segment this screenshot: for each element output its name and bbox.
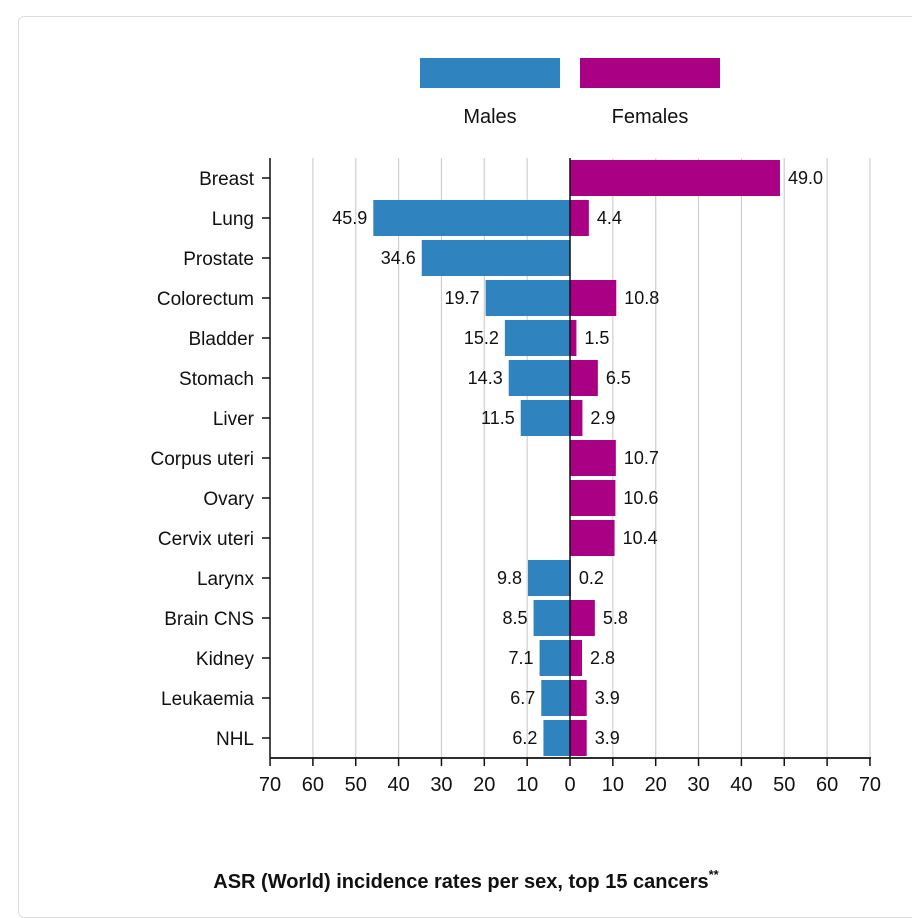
x-tick-label: 60 — [302, 774, 324, 796]
legend-label-females: Females — [612, 106, 689, 128]
category-label-breast: Breast — [199, 169, 255, 190]
bar-males-larynx — [528, 560, 570, 596]
value-label-females-ovary: 10.6 — [623, 488, 658, 508]
value-label-females-larynx: 0.2 — [579, 568, 604, 588]
value-label-males-stomach: 14.3 — [468, 368, 503, 388]
category-label-nhl: NHL — [216, 729, 254, 750]
bar-males-nhl — [543, 720, 570, 756]
value-label-females-colorectum: 10.8 — [624, 288, 659, 308]
value-label-females-breast: 49.0 — [788, 168, 823, 188]
x-tick-label: 30 — [687, 774, 709, 796]
category-label-colorectum: Colorectum — [157, 289, 254, 310]
value-label-females-nhl: 3.9 — [595, 728, 620, 748]
value-label-males-kidney: 7.1 — [509, 648, 534, 668]
bars — [373, 160, 780, 756]
category-label-stomach: Stomach — [179, 369, 254, 390]
x-tick-label: 40 — [387, 774, 409, 796]
category-label-leukaemia: Leukaemia — [161, 689, 254, 710]
category-label-kidney: Kidney — [196, 649, 255, 670]
value-label-females-bladder: 1.5 — [584, 328, 609, 348]
value-label-females-lung: 4.4 — [597, 208, 622, 228]
x-tick-label: 10 — [516, 774, 538, 796]
value-label-females-kidney: 2.8 — [590, 648, 615, 668]
bar-females-brain-cns — [570, 600, 595, 636]
value-label-males-colorectum: 19.7 — [445, 288, 480, 308]
bar-females-ovary — [570, 480, 616, 516]
bar-females-cervix-uteri — [570, 520, 615, 556]
labels: 49.0 Breast 45.9 4.4 Lung 34.6 Prostate 19.7 10.… — [151, 168, 882, 796]
x-tick-label: 10 — [602, 774, 624, 796]
bar-females-colorectum — [570, 280, 617, 316]
bar-females-corpus-uteri — [570, 440, 616, 476]
legend-swatch-males — [420, 58, 560, 88]
category-label-prostate: Prostate — [183, 249, 254, 270]
bar-males-liver — [520, 400, 570, 436]
chart-title: ASR (World) incidence rates per sex, top… — [213, 867, 719, 893]
bar-females-bladder — [570, 320, 577, 356]
bar-males-leukaemia — [541, 680, 570, 716]
x-tick-label: 0 — [564, 774, 575, 796]
bar-males-stomach — [508, 360, 570, 396]
x-tick-label: 40 — [730, 774, 752, 796]
x-tick-label: 50 — [773, 774, 795, 796]
value-label-females-brain-cns: 5.8 — [603, 608, 628, 628]
x-tick-label: 20 — [645, 774, 667, 796]
x-tick-label: 70 — [259, 774, 281, 796]
category-label-liver: Liver — [213, 409, 255, 430]
x-tick-label: 50 — [345, 774, 367, 796]
x-tick-label: 70 — [859, 774, 881, 796]
category-label-lung: Lung — [212, 209, 254, 230]
value-label-males-nhl: 6.2 — [512, 728, 537, 748]
bar-females-lung — [570, 200, 589, 236]
category-label-larynx: Larynx — [197, 569, 255, 590]
value-label-males-lung: 45.9 — [332, 208, 367, 228]
legend-swatch-females — [580, 58, 720, 88]
value-label-females-corpus-uteri: 10.7 — [624, 448, 659, 468]
bar-females-kidney — [570, 640, 582, 676]
value-label-females-liver: 2.9 — [590, 408, 615, 428]
value-label-males-prostate: 34.6 — [381, 248, 416, 268]
category-label-ovary: Ovary — [203, 489, 254, 510]
x-tick-label: 60 — [816, 774, 838, 796]
category-label-bladder: Bladder — [189, 329, 255, 350]
value-label-males-liver: 11.5 — [481, 408, 515, 428]
bar-males-lung — [373, 200, 570, 236]
bar-females-leukaemia — [570, 680, 587, 716]
category-label-cervix-uteri: Cervix uteri — [158, 529, 254, 550]
bar-males-bladder — [504, 320, 570, 356]
legend-label-males: Males — [463, 106, 516, 128]
value-label-males-leukaemia: 6.7 — [510, 688, 535, 708]
bar-males-colorectum — [485, 280, 570, 316]
value-label-females-stomach: 6.5 — [606, 368, 631, 388]
legend: Males Females — [420, 58, 720, 128]
x-tick-label: 30 — [430, 774, 452, 796]
value-label-males-brain-cns: 8.5 — [503, 608, 528, 628]
value-label-females-leukaemia: 3.9 — [595, 688, 620, 708]
axes — [262, 158, 871, 766]
value-label-males-larynx: 9.8 — [497, 568, 522, 588]
bar-females-nhl — [570, 720, 587, 756]
bar-females-breast — [570, 160, 780, 196]
category-label-corpus-uteri: Corpus uteri — [151, 449, 255, 470]
bar-males-prostate — [421, 240, 570, 276]
value-label-females-cervix-uteri: 10.4 — [623, 528, 658, 548]
bar-males-kidney — [539, 640, 570, 676]
bar-males-brain-cns — [533, 600, 570, 636]
x-tick-label: 20 — [473, 774, 495, 796]
bar-females-stomach — [570, 360, 598, 396]
bar-females-liver — [570, 400, 583, 436]
category-label-brain-cns: Brain CNS — [164, 609, 254, 630]
value-label-males-bladder: 15.2 — [464, 328, 499, 348]
